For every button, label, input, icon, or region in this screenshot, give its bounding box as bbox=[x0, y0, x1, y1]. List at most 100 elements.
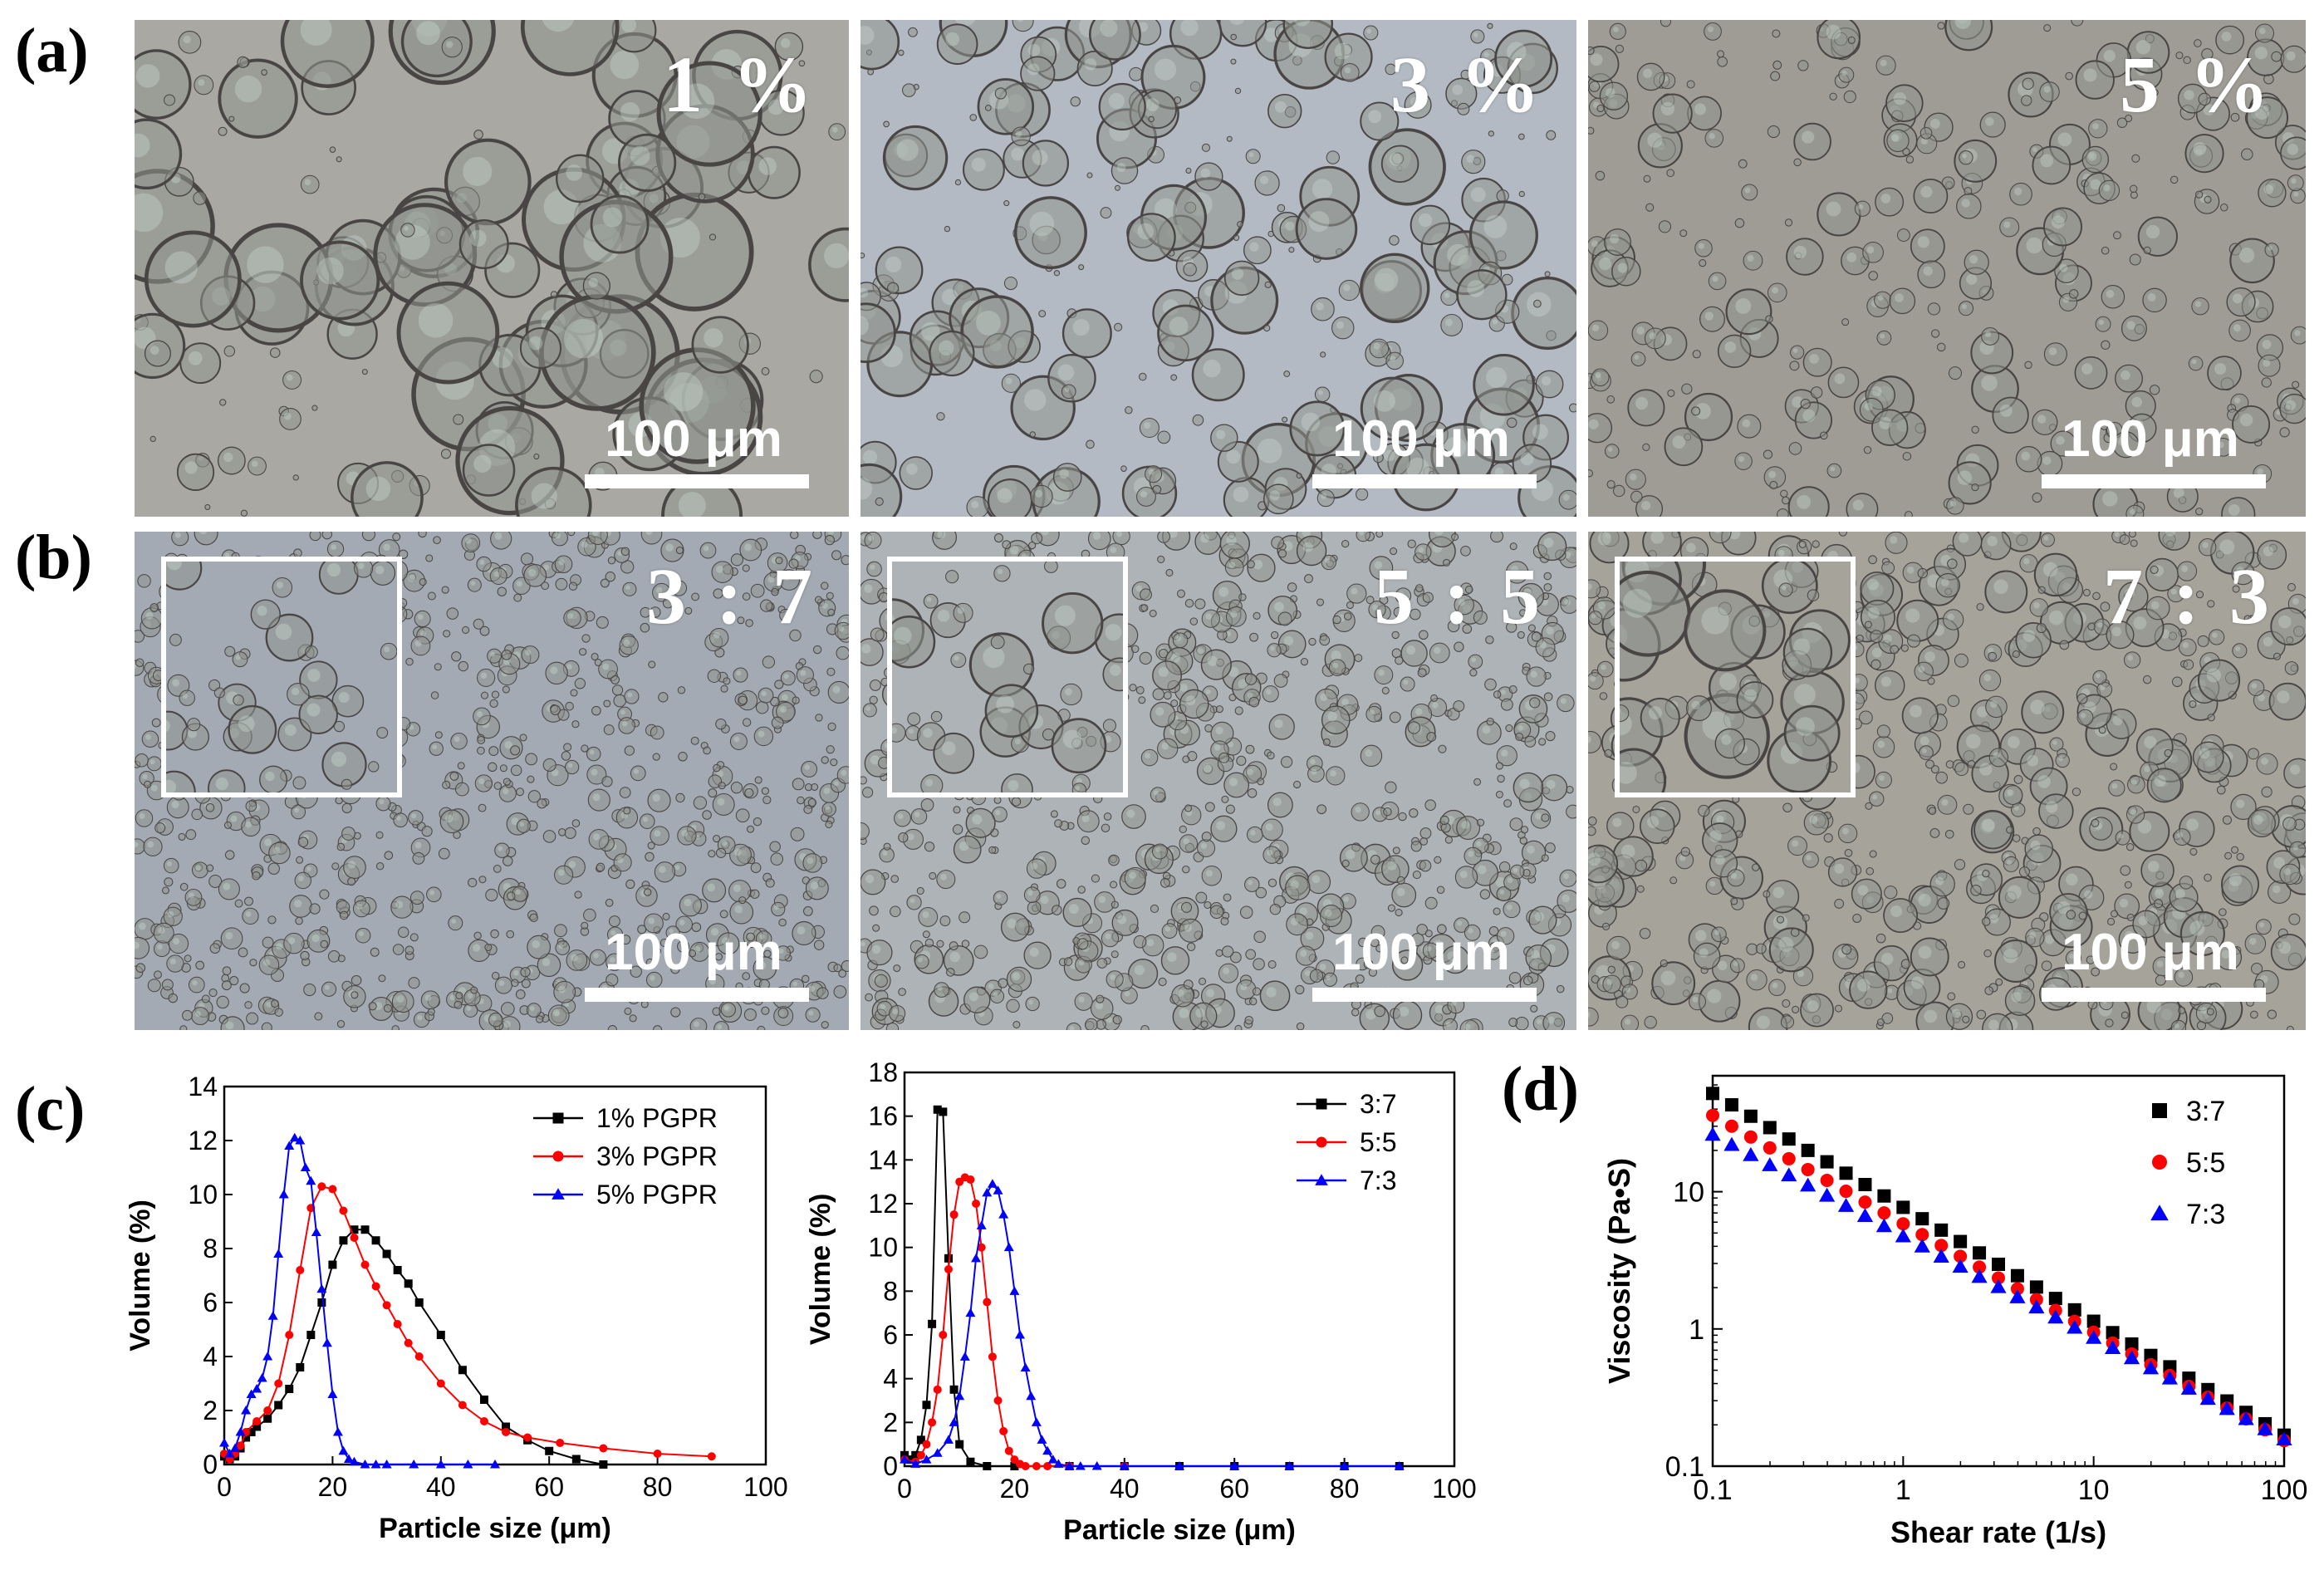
y-tick-label: 2 bbox=[203, 1396, 218, 1425]
data-point bbox=[317, 1298, 326, 1307]
data-point bbox=[955, 1440, 964, 1449]
ratio-label: 7 : 3 bbox=[2103, 552, 2274, 640]
data-point bbox=[2276, 1431, 2292, 1445]
x-tick-label: 0.1 bbox=[1693, 1474, 1732, 1506]
data-point bbox=[1020, 1362, 1031, 1371]
y-tick-label: 10 bbox=[1673, 1177, 1704, 1209]
data-point bbox=[993, 1185, 1003, 1195]
data-point bbox=[2105, 1340, 2121, 1354]
data-point bbox=[409, 1460, 419, 1469]
x-axis-label: Particle size (μm) bbox=[379, 1513, 611, 1544]
inset-image bbox=[892, 562, 1123, 792]
data-point bbox=[1037, 1435, 1047, 1444]
data-point bbox=[490, 1460, 500, 1469]
data-point bbox=[273, 1249, 284, 1258]
data-point bbox=[328, 1185, 337, 1194]
y-tick-label: 14 bbox=[188, 1072, 218, 1101]
data-point bbox=[1877, 1206, 1891, 1220]
data-point bbox=[653, 1450, 662, 1458]
viscosity-chart: 0.1 1 10 100 0.1 1 10 Shear rate (1/s) Viscosity… bbox=[1602, 1074, 2307, 1549]
data-point bbox=[983, 1462, 992, 1470]
y-tick-label: 6 bbox=[203, 1288, 218, 1317]
data-point bbox=[1003, 1242, 1014, 1252]
scale-bar-label: 100 μm bbox=[2062, 410, 2239, 468]
data-point bbox=[296, 1363, 305, 1371]
particle-size-chart-pgpr: 0 20 40 60 80 100 0 2 4 6 8 10 12 14 Particle size (μm… bbox=[125, 1072, 788, 1544]
series-line bbox=[223, 1229, 604, 1465]
data-point bbox=[998, 1209, 1009, 1219]
data-point bbox=[949, 1417, 959, 1426]
data-point bbox=[1971, 1268, 1988, 1283]
data-point bbox=[317, 1182, 326, 1191]
magnified-inset bbox=[1615, 557, 1856, 797]
data-point bbox=[1933, 1249, 1949, 1263]
data-point bbox=[1839, 1185, 1853, 1199]
x-axis-label: Shear rate (1/s) bbox=[1890, 1515, 2106, 1549]
data-point bbox=[1800, 1177, 1817, 1192]
data-point bbox=[1914, 1238, 1930, 1253]
data-point bbox=[523, 1433, 532, 1442]
y-tick-label: 10 bbox=[188, 1180, 218, 1209]
data-point bbox=[1704, 1126, 1721, 1141]
legend-entry: 3:7 bbox=[2186, 1096, 2225, 1127]
data-point bbox=[479, 1417, 488, 1425]
data-point bbox=[257, 1373, 267, 1382]
y-tick-label: 2 bbox=[883, 1407, 898, 1437]
data-point bbox=[338, 1445, 349, 1455]
data-point bbox=[933, 1105, 942, 1114]
data-point bbox=[360, 1460, 370, 1469]
data-point bbox=[1934, 1223, 1949, 1237]
data-point bbox=[349, 1456, 360, 1466]
legend-marker bbox=[2152, 1103, 2167, 1118]
data-point bbox=[944, 1265, 953, 1273]
data-point bbox=[2238, 1411, 2254, 1425]
data-point bbox=[224, 1449, 235, 1458]
data-point bbox=[393, 1266, 402, 1274]
data-point bbox=[2009, 1289, 2026, 1303]
data-point bbox=[311, 1227, 321, 1236]
concentration-label: 1 % bbox=[663, 40, 817, 129]
data-point bbox=[1763, 1121, 1777, 1135]
data-point bbox=[1026, 1391, 1037, 1401]
legend-entry: 1% PGPR bbox=[596, 1103, 718, 1133]
data-point bbox=[236, 1441, 245, 1450]
data-point bbox=[230, 1443, 241, 1452]
data-point bbox=[999, 1426, 1008, 1435]
data-point bbox=[241, 1406, 252, 1415]
data-point bbox=[921, 1455, 932, 1464]
scale-bar bbox=[585, 474, 809, 488]
data-point bbox=[1724, 1098, 1738, 1112]
data-point bbox=[2010, 1282, 2024, 1296]
data-point bbox=[1229, 1461, 1240, 1470]
data-point bbox=[2161, 1370, 2178, 1385]
y-tick-label: 18 bbox=[868, 1057, 898, 1087]
data-point bbox=[1339, 1461, 1350, 1470]
data-point bbox=[2029, 1280, 2043, 1294]
data-point bbox=[599, 1460, 608, 1469]
data-point bbox=[306, 1175, 316, 1185]
x-tick-label: 0 bbox=[897, 1474, 912, 1504]
data-point bbox=[285, 1331, 294, 1339]
data-point bbox=[343, 1454, 354, 1463]
concentration-label: 5 % bbox=[2120, 40, 2274, 129]
panel-label-b: (b) bbox=[15, 523, 92, 592]
data-point bbox=[1837, 1198, 1855, 1212]
data-point bbox=[1915, 1228, 1929, 1242]
data-point bbox=[932, 1448, 943, 1457]
data-point bbox=[949, 1385, 959, 1394]
data-point bbox=[1075, 1461, 1086, 1470]
data-point bbox=[360, 1225, 370, 1234]
y-tick-label: 0.1 bbox=[1665, 1451, 1704, 1483]
data-point bbox=[1032, 1462, 1041, 1470]
data-point bbox=[458, 1366, 467, 1375]
data-point bbox=[1723, 1136, 1740, 1151]
data-point bbox=[707, 1452, 716, 1461]
data-point bbox=[1053, 1459, 1064, 1468]
data-point bbox=[971, 1253, 982, 1263]
data-point bbox=[1043, 1462, 1052, 1470]
data-point bbox=[247, 1428, 256, 1436]
micrograph-ratio-5-5: 5 : 5 100 μm bbox=[860, 532, 1576, 1030]
data-point bbox=[274, 1401, 283, 1410]
data-point bbox=[502, 1428, 511, 1436]
data-point bbox=[371, 1282, 380, 1291]
